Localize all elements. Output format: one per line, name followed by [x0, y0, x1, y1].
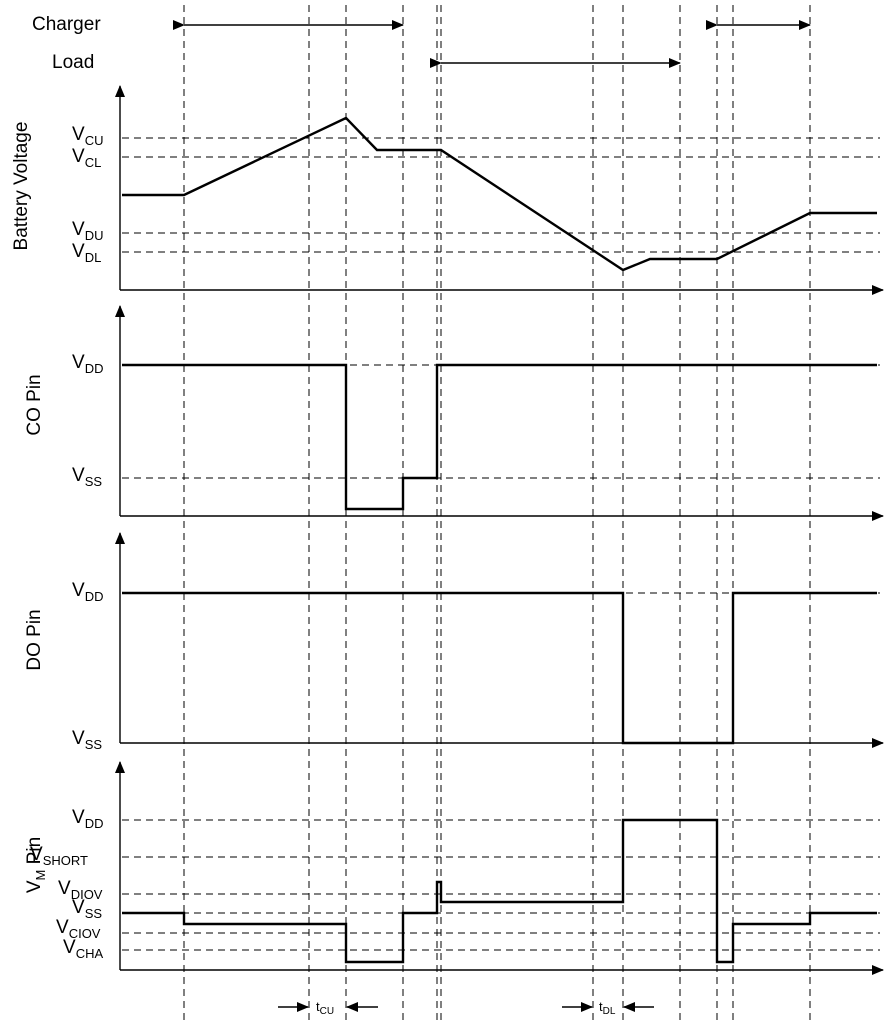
vm-pin-axis-label: VM Pin: [24, 837, 48, 893]
do-level-vdd-label: VDD: [72, 580, 103, 604]
do-level-vss-label: VSS: [72, 728, 102, 752]
legend: Charger Load: [32, 14, 811, 73]
co-pin-waveform: [122, 363, 877, 511]
co-pin-panel: CO Pin VDD VSS: [24, 305, 884, 521]
vm-level-vciov-label: VCIOV: [56, 917, 101, 941]
do-pin-waveform: [122, 591, 877, 745]
vm-level-vshort-label: VSHORT: [30, 844, 88, 868]
legend-load-label: Load: [52, 52, 94, 73]
vm-level-vss-label: VSS: [72, 897, 102, 921]
level-vcl-label: VCL: [72, 146, 101, 170]
do-pin-panel: DO Pin VDD VSS: [24, 532, 884, 752]
tdl-label: tDL: [599, 999, 616, 1017]
level-vcu-label: VCU: [72, 124, 103, 148]
vm-level-vdd-label: VDD: [72, 807, 103, 831]
vm-pin-panel: VM Pin VDD VSHORT VDIOV VSS VCIOV VCHA: [24, 761, 884, 975]
level-vdu-label: VDU: [72, 219, 103, 243]
legend-charger-label: Charger: [32, 14, 101, 35]
co-pin-axis-label: CO Pin: [24, 374, 45, 435]
delay-indicators: tCU tDL: [278, 999, 654, 1017]
time-markers: [183, 5, 811, 1025]
co-level-vdd-label: VDD: [72, 352, 103, 376]
co-level-vss-label: VSS: [72, 465, 102, 489]
vm-level-vdiov-label: VDIOV: [58, 878, 103, 902]
battery-voltage-panel: Battery Voltage VCU VCL VDU VDL: [11, 85, 884, 295]
vm-level-vcha-label: VCHA: [63, 937, 103, 961]
level-vdl-label: VDL: [72, 241, 101, 265]
do-pin-axis-label: DO Pin: [24, 609, 45, 670]
battery-voltage-waveform: [122, 116, 877, 272]
vm-pin-waveform: [122, 818, 877, 964]
tcu-label: tCU: [316, 999, 334, 1017]
battery-voltage-axis-label: Battery Voltage: [11, 122, 32, 251]
